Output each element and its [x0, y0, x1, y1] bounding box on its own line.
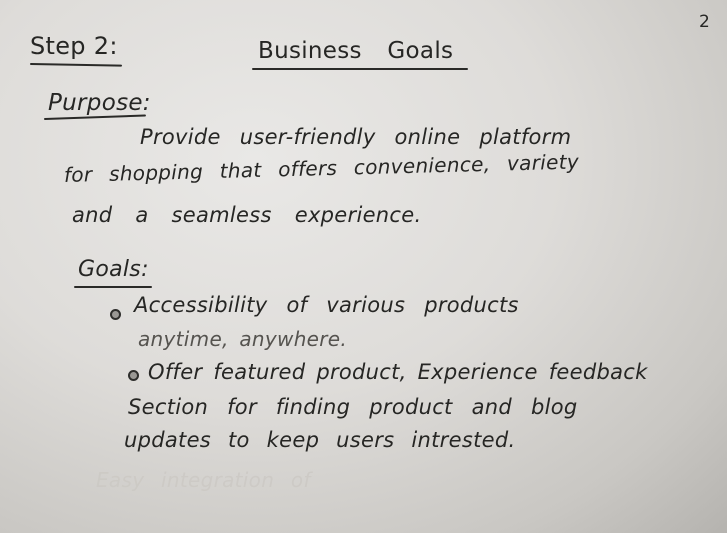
goal-2-bullet	[128, 370, 139, 381]
goal-1-line-2: anytime, anywhere.	[138, 327, 348, 351]
purpose-heading: Purpose:	[48, 90, 151, 116]
goals-underline	[74, 286, 152, 288]
step-label: Step 2:	[30, 32, 118, 60]
purpose-line-3: and a seamless experience.	[72, 203, 422, 227]
goal-2-line-1: Offer featured product, Experience feedb…	[148, 360, 648, 384]
goal-2-line-3: updates to keep users intrested.	[124, 428, 516, 452]
faint-bleed-text: Easy integration of	[96, 468, 311, 492]
purpose-line-2: for shopping that offers convenience, va…	[63, 149, 580, 187]
page-number: 2	[699, 12, 711, 32]
goal-1-line-1: Accessibility of various products	[134, 293, 519, 317]
goal-2-line-2: Section for finding product and blog	[128, 395, 578, 419]
title-underline	[252, 68, 468, 70]
goals-heading: Goals:	[78, 257, 149, 282]
goal-1-bullet	[110, 309, 121, 320]
purpose-line-1: Provide user-friendly online platform	[140, 125, 572, 149]
step-underline	[29, 63, 123, 67]
page-title: Business Goals	[258, 38, 454, 64]
